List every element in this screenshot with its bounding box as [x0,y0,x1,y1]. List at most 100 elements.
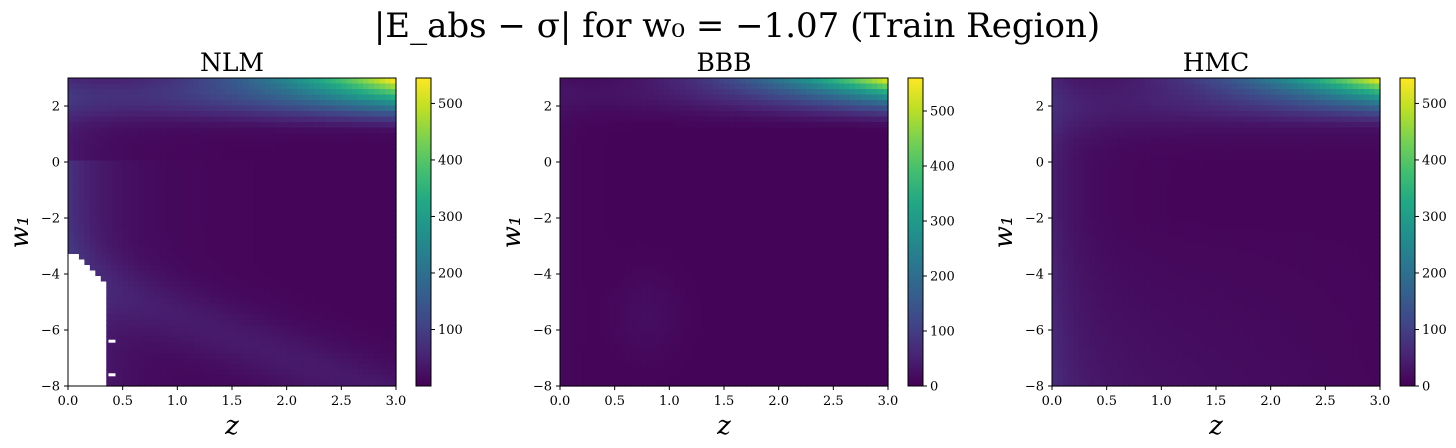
heatmap-cell [674,232,681,239]
heatmap-cell [226,166,233,173]
heatmap-cell [100,270,107,277]
heatmap-cell [647,177,654,184]
heatmap-cell [171,78,178,85]
heatmap-cell [139,347,146,354]
heatmap-cell [352,320,359,327]
heatmap-cell [73,210,80,217]
heatmap-cell [259,199,266,206]
heatmap-cell [171,298,178,305]
heatmap-cell [330,320,337,327]
heatmap-cell [319,144,326,151]
heatmap-cell [242,243,249,250]
heatmap-cell [297,149,304,156]
heatmap-cell [587,199,594,206]
heatmap-cell [319,105,326,112]
heatmap-cell [390,265,397,272]
heatmap-cell [171,276,178,283]
heatmap-cell [614,309,621,316]
heatmap-cell [330,171,337,178]
heatmap-cell [642,232,649,239]
heatmap-cell [368,342,375,349]
heatmap-cell [319,155,326,162]
heatmap-cell [576,188,583,195]
heatmap-cell [297,226,304,233]
heatmap-cell [215,353,222,360]
heatmap-cell [226,298,233,305]
heatmap-cell [139,281,146,288]
heatmap-cell [363,303,370,310]
heatmap-cell [696,89,703,96]
heatmap-cell [385,100,392,107]
heatmap-cell [253,149,260,156]
heatmap-cell [685,309,692,316]
heatmap-cell [128,298,135,305]
heatmap-cell [324,358,331,365]
heatmap-cell [576,193,583,200]
heatmap-cell [150,155,157,162]
heatmap-cell [576,237,583,244]
heatmap-cell [155,160,162,167]
heatmap-cell [570,265,577,272]
heatmap-cell [652,116,659,123]
heatmap-cell [210,210,217,217]
heatmap-cell [620,380,627,387]
heatmap-cell [702,94,709,101]
heatmap-cell [374,303,381,310]
heatmap-cell [352,215,359,222]
heatmap-cell [341,270,348,277]
heatmap-cell [357,199,364,206]
heatmap-cell [210,204,217,211]
heatmap-cell [144,122,151,129]
heatmap-cell [204,149,211,156]
heatmap-cell [346,127,353,134]
heatmap-cell [270,193,277,200]
heatmap-cell [259,237,266,244]
heatmap-cell [314,232,321,239]
heatmap-cell [652,298,659,305]
heatmap-cell [647,248,654,255]
heatmap-cell [663,160,670,167]
heatmap-cell [100,358,107,365]
heatmap-cell [685,127,692,134]
heatmap-cell [73,331,80,338]
heatmap-cell [581,155,588,162]
heatmap-cell [390,105,397,112]
heatmap-cell [237,226,244,233]
heatmap-cell [352,166,359,173]
heatmap-cell [253,144,260,151]
heatmap-cell [620,171,627,178]
heatmap-cell [565,303,572,310]
heatmap-cell [215,331,222,338]
heatmap-cell [652,325,659,332]
heatmap-cell [95,127,102,134]
heatmap-cell [95,221,102,228]
heatmap-cell [696,358,703,365]
heatmap-cell [188,171,195,178]
heatmap-cell [237,347,244,354]
heatmap-cell [587,347,594,354]
heatmap-cell [253,83,260,90]
heatmap-cell [111,166,118,173]
heatmap-cell [259,364,266,371]
heatmap-cell [242,265,249,272]
heatmap-cell [609,182,616,189]
heatmap-cell [341,314,348,321]
heatmap-cell [663,375,670,382]
heatmap-cell [297,303,304,310]
heatmap-cell [139,342,146,349]
heatmap-cell [330,83,337,90]
heatmap-cell [363,309,370,316]
heatmap-cell [330,116,337,123]
heatmap-cell [702,78,709,85]
heatmap-cell [117,204,124,211]
heatmap-cell [680,89,687,96]
heatmap-cell [226,78,233,85]
heatmap-cell [232,138,239,145]
heatmap-cell [297,89,304,96]
heatmap-cell [286,199,293,206]
heatmap-cell [193,281,200,288]
heatmap-cell [133,287,140,294]
heatmap-cell [587,303,594,310]
heatmap-cell [390,375,397,382]
heatmap-cell [73,188,80,195]
